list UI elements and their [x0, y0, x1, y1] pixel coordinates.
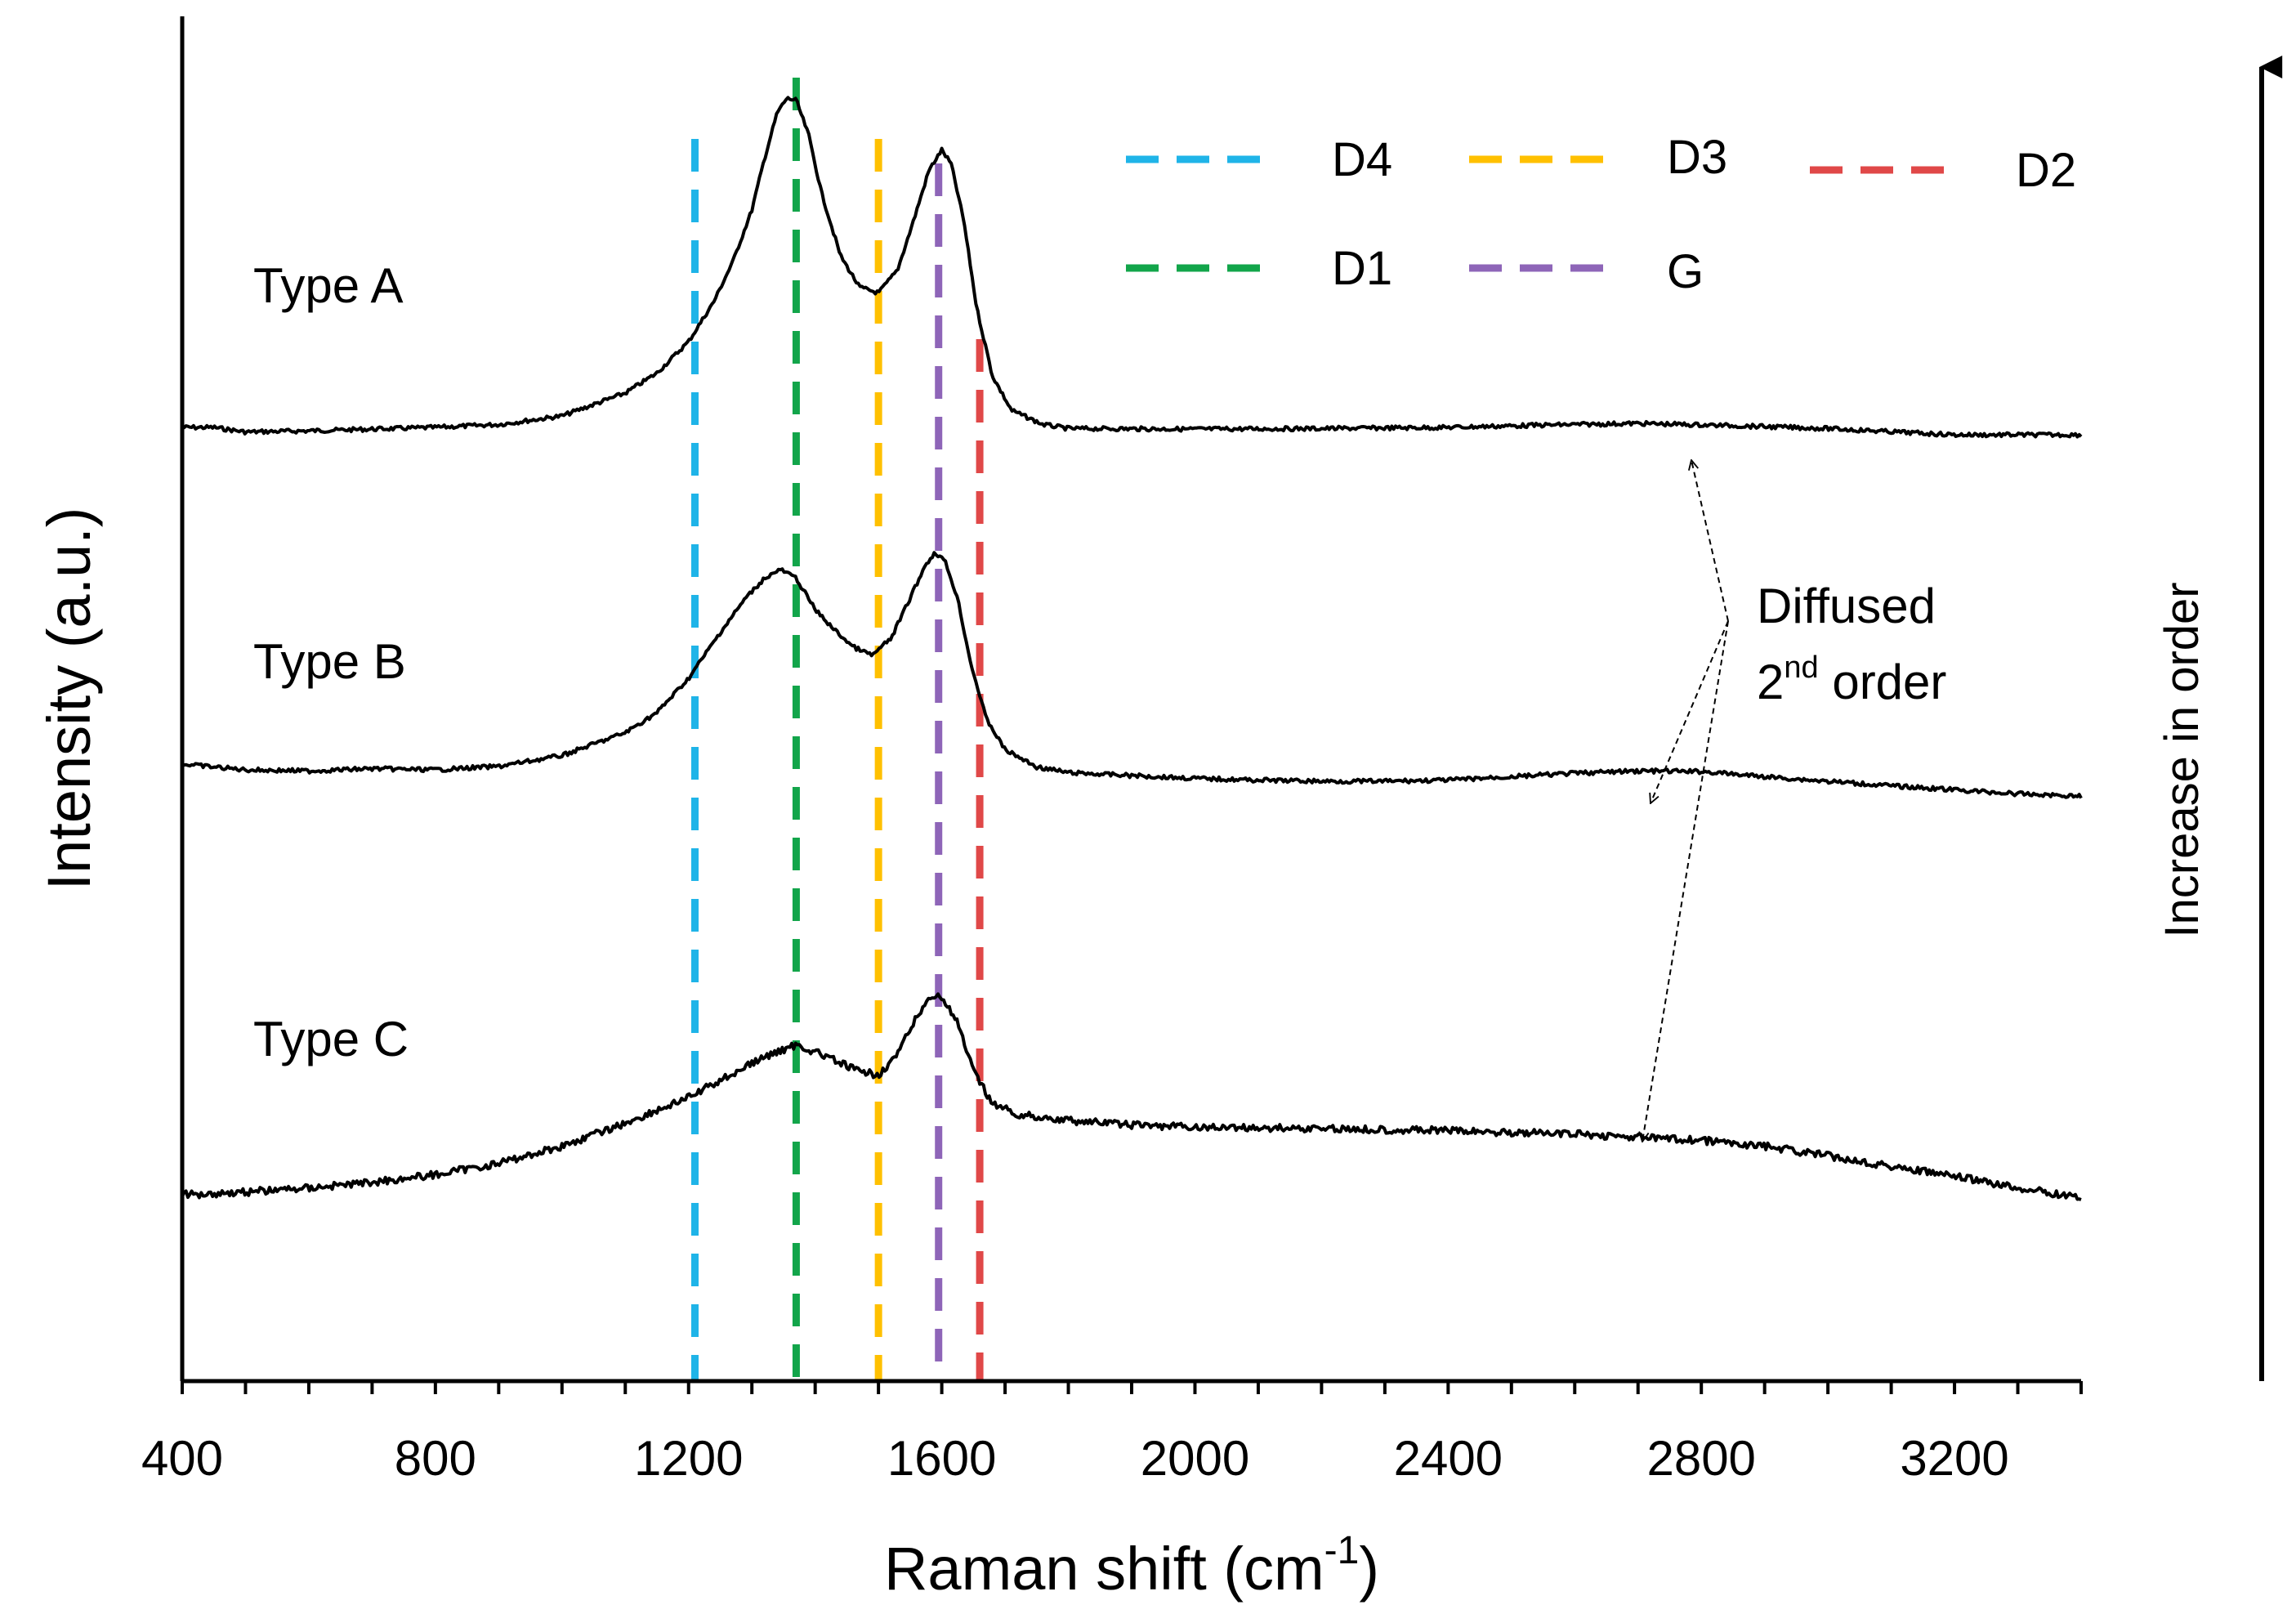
x-tick-label: 1200: [634, 1431, 743, 1486]
x-tick-label: 2800: [1646, 1431, 1755, 1486]
diffused-annotation: Diffused 2nd order: [1642, 460, 1946, 1142]
diffused-label-num: 2: [1757, 655, 1784, 709]
series-line-type-b: [181, 551, 2083, 799]
series-line-type-a: [181, 96, 2083, 439]
annotation-arrow-type-c: [1642, 620, 1729, 1142]
legend-label-d3: D3: [1667, 131, 1727, 184]
annotation-arrow-type-b: [1651, 620, 1729, 803]
order-arrow-label: Increase in order: [2155, 582, 2209, 937]
x-axis-label-main: Raman shift (cm: [884, 1535, 1324, 1603]
series-label-type-b: Type B: [253, 634, 406, 689]
x-tick-label: 400: [141, 1431, 223, 1486]
x-axis-label-sup: -1: [1324, 1529, 1360, 1572]
x-tick-label: 800: [395, 1431, 476, 1486]
x-axis-ticks: 400 800 1200 1600 2000 2400 2800 3200: [141, 1381, 2083, 1486]
legend-label-g: G: [1667, 245, 1704, 298]
band-lines: [690, 78, 984, 1381]
diffused-label-sup: nd: [1784, 651, 1818, 685]
annotation-arrow-type-a: [1691, 460, 1729, 622]
legend-label-d2: D2: [2016, 144, 2076, 197]
diffused-label-rest: order: [1819, 655, 1947, 709]
x-tick-label: 3200: [1900, 1431, 2008, 1486]
x-axis-label-close: ): [1359, 1535, 1379, 1603]
series-label-type-c: Type C: [253, 1012, 409, 1066]
diffused-label-line2: 2nd order: [1757, 651, 1946, 709]
spectra-series: [181, 96, 2083, 1201]
series-label-type-a: Type A: [253, 258, 403, 313]
x-tick-label: 2400: [1394, 1431, 1503, 1486]
legend-label-d1: D1: [1332, 242, 1392, 295]
series-line-type-c: [181, 992, 2082, 1201]
x-tick-label: 2000: [1141, 1431, 1249, 1486]
legend-label-d4: D4: [1332, 133, 1392, 186]
legend: D4 D3 D2 D1 G: [1126, 131, 2076, 298]
x-axis-label: Raman shift (cm-1): [884, 1529, 1379, 1603]
x-tick-label: 1600: [887, 1431, 996, 1486]
diffused-label-line1: Diffused: [1757, 579, 1936, 633]
y-axis-label: Intensity (a.u.): [35, 507, 103, 891]
